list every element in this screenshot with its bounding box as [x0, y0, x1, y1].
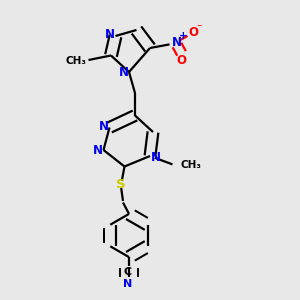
- Text: N: N: [92, 144, 103, 157]
- Text: S: S: [116, 178, 126, 191]
- Text: N: N: [150, 151, 161, 164]
- Text: O: O: [188, 26, 199, 39]
- Text: O: O: [176, 53, 187, 67]
- Text: C: C: [124, 267, 132, 277]
- Text: N: N: [105, 28, 115, 41]
- Text: +: +: [178, 31, 188, 41]
- Text: ⁻: ⁻: [196, 23, 201, 33]
- Text: CH₃: CH₃: [66, 56, 87, 67]
- Text: CH₃: CH₃: [181, 160, 202, 170]
- Text: N: N: [123, 279, 132, 290]
- Text: N: N: [98, 120, 109, 133]
- Text: N: N: [171, 35, 182, 49]
- Text: N: N: [119, 66, 129, 79]
